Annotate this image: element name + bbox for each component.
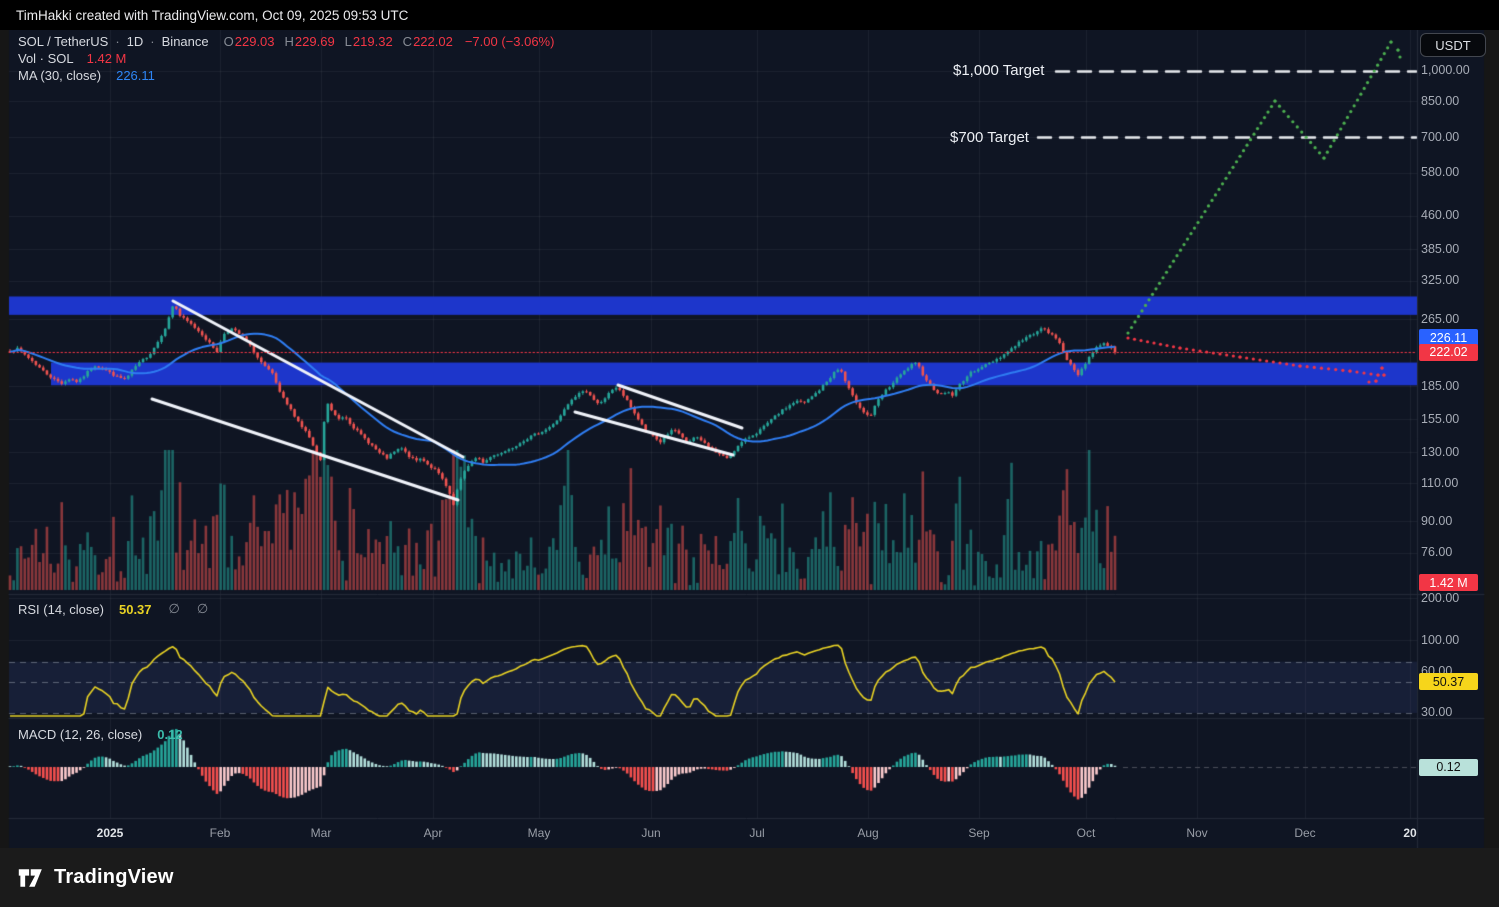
- time-tick-label: Feb: [209, 826, 231, 840]
- rsi-value: 50.37: [118, 601, 152, 617]
- exchange-label: Binance: [161, 34, 209, 49]
- last-price-badge: 222.02: [1419, 343, 1478, 361]
- separator: ·: [150, 34, 155, 49]
- ma-label[interactable]: MA (30, close): [18, 68, 102, 83]
- price-tick-label: 265.00: [1421, 311, 1460, 326]
- attribution-bar: TimHakki created with TradingView.com, O…: [0, 0, 1499, 30]
- price-tick-label: 185.00: [1421, 378, 1460, 393]
- interval-label[interactable]: 1D: [126, 34, 144, 49]
- time-tick-label: Sep: [968, 826, 990, 840]
- price-tick-label: 850.00: [1421, 93, 1460, 108]
- price-tick-label: 460.00: [1421, 208, 1460, 223]
- target-label-700: $700 Target: [950, 129, 1029, 146]
- price-tick-label: 90.00: [1421, 513, 1453, 528]
- target-label-1000: $1,000 Target: [953, 62, 1045, 79]
- rsi-tick-label: 200.00: [1421, 590, 1460, 605]
- rsi-hidden-band-icon: ∅: [196, 601, 209, 616]
- price-tick-label: 130.00: [1421, 444, 1460, 459]
- currency-toggle-button[interactable]: USDT: [1420, 33, 1486, 57]
- macd-label[interactable]: MACD (12, 26, close): [18, 727, 143, 742]
- volume-value: 1.42 M: [86, 51, 127, 66]
- rsi-tick-label: 30.00: [1421, 705, 1453, 720]
- tradingview-logo-text[interactable]: TradingView: [54, 866, 174, 888]
- ma-price-badge: 226.11: [1419, 329, 1478, 346]
- ma-value: 226.11: [116, 68, 155, 83]
- rsi-tick-label: 100.00: [1421, 632, 1460, 647]
- time-tick-label: 20: [1403, 826, 1417, 840]
- ma-legend: MA (30, close) 226.11: [18, 68, 155, 83]
- time-tick-label: 2025: [96, 826, 124, 840]
- rsi-label[interactable]: RSI (14, close): [18, 601, 104, 617]
- symbol-title[interactable]: SOL / TetherUS: [18, 34, 109, 49]
- macd-badge: 0.12: [1419, 758, 1478, 776]
- open-value: O229.03: [223, 34, 275, 49]
- volume-legend: Vol · SOL 1.42 M: [18, 51, 126, 66]
- time-tick-label: Oct: [1076, 826, 1096, 840]
- price-tick-label: 155.00: [1421, 411, 1460, 426]
- attribution-text: TimHakki created with TradingView.com, O…: [16, 7, 409, 23]
- time-tick-label: Apr: [423, 826, 443, 840]
- price-tick-label: 325.00: [1421, 273, 1460, 288]
- time-tick-label: May: [527, 826, 551, 840]
- footer-bar: TradingView: [0, 848, 1499, 907]
- price-tick-label: 580.00: [1421, 165, 1460, 180]
- separator: ·: [115, 34, 120, 49]
- time-tick-label: Jun: [641, 826, 661, 840]
- ohlc-values: O229.03 H229.69 L219.32 C222.02 −7.00 (−…: [224, 34, 555, 49]
- macd-legend: MACD (12, 26, close) 0.12: [18, 727, 183, 742]
- time-tick-label: Dec: [1294, 826, 1316, 840]
- volume-label[interactable]: Vol · SOL: [18, 51, 74, 66]
- tradingview-logo-icon[interactable]: [18, 866, 45, 890]
- rsi-hidden-band-icon: ∅: [168, 601, 180, 616]
- price-tick-label: 110.00: [1421, 475, 1459, 490]
- price-tick-label: 1,000.00: [1421, 63, 1470, 78]
- volume-badge: 1.42 M: [1419, 574, 1478, 591]
- rsi-legend: RSI (14, close) 50.37 ∅ ∅: [18, 601, 208, 617]
- low-value: L219.32: [344, 34, 393, 49]
- price-tick-label: 385.00: [1421, 241, 1460, 256]
- high-value: H229.69: [284, 34, 335, 49]
- time-tick-label: Mar: [310, 826, 332, 840]
- change-value: −7.00 (−3.06%): [464, 34, 555, 49]
- time-tick-label: Nov: [1186, 826, 1208, 840]
- price-tick-label: 700.00: [1421, 129, 1460, 144]
- time-tick-label: Aug: [857, 826, 879, 840]
- rsi-badge: 50.37: [1419, 673, 1478, 691]
- macd-value: 0.12: [157, 727, 183, 742]
- close-value: C222.02: [402, 34, 453, 49]
- time-tick-label: Jul: [749, 826, 765, 840]
- price-tick-label: 76.00: [1421, 545, 1453, 560]
- symbol-legend: SOL / TetherUS · 1D · Binance O229.03 H2…: [18, 34, 554, 49]
